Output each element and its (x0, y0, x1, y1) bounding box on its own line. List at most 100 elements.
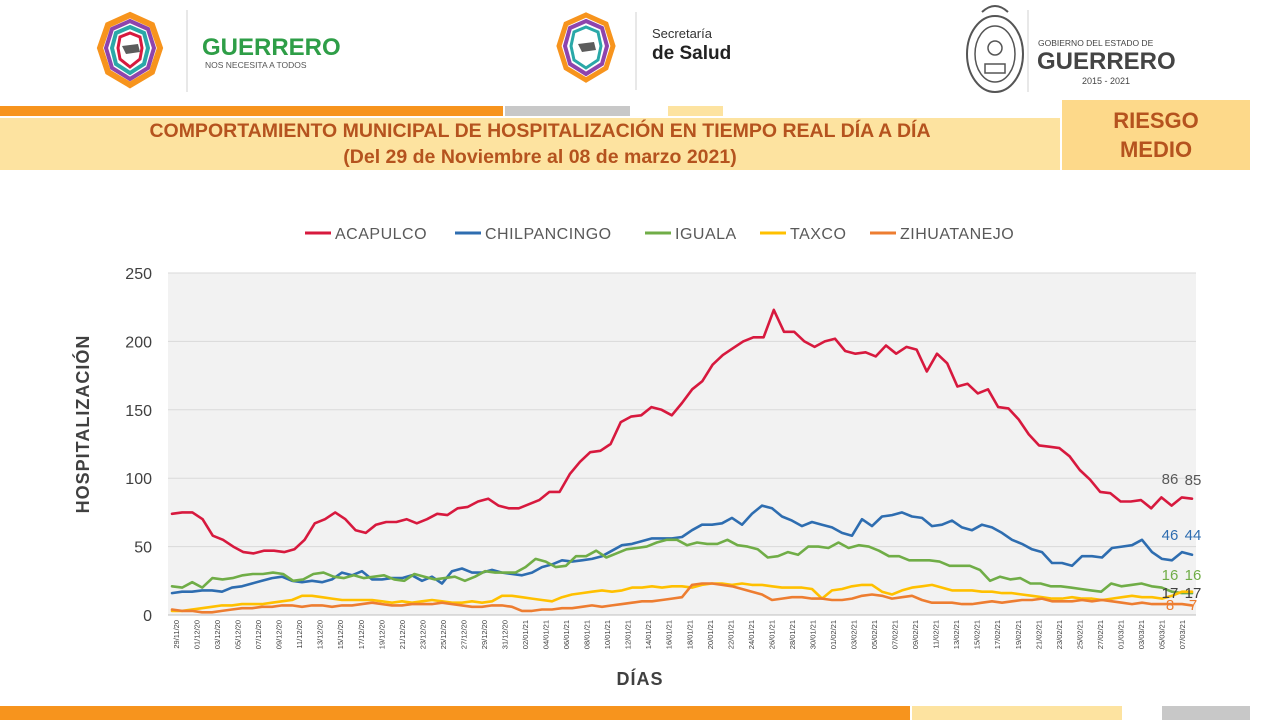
end-value-label: 17 (1185, 585, 1202, 602)
x-tick-label: 07/03/21 (1178, 620, 1187, 649)
x-tick-label: 11/02/21 (932, 620, 941, 649)
guerrero-logo: GUERRERO NOS NECESITA A TODOS (96, 10, 341, 92)
chart-grid (168, 272, 1196, 616)
x-tick-label: 14/01/21 (644, 620, 653, 649)
x-tick-label: 23/02/21 (1055, 620, 1064, 649)
x-tick-label: 13/02/21 (952, 620, 961, 649)
y-axis-ticks: 0 50 100 150 200 250 (125, 266, 152, 625)
x-tick-label: 05/02/21 (870, 620, 879, 649)
x-tick-label: 08/01/21 (583, 620, 592, 649)
gobierno-guerrero-logo: GOBIERNO DEL ESTADO DE GUERRERO 2015 - 2… (966, 5, 1176, 93)
x-tick-label: 05/03/21 (1157, 620, 1166, 649)
legend-label: ZIHUATANEJO (900, 226, 1014, 243)
top-yellow-bar (668, 106, 723, 116)
x-tick-label: 09/12/20 (275, 620, 284, 649)
y-tick-label: 50 (134, 540, 152, 557)
y-tick-label: 250 (125, 266, 152, 283)
x-tick-label: 01/02/21 (829, 620, 838, 649)
guerrero-logo-title: GUERRERO (202, 34, 341, 61)
x-tick-label: 07/02/21 (891, 620, 900, 649)
end-value-label: 8 (1166, 597, 1174, 614)
salud-logo-line1: Secretaría (652, 26, 713, 41)
top-orange-bar (0, 106, 503, 116)
top-gray-bar (505, 106, 630, 116)
x-tick-label: 24/01/21 (747, 620, 756, 649)
bottom-orange-bar (0, 706, 910, 720)
bottom-gray-bar (1162, 706, 1250, 720)
end-value-label: 46 (1162, 527, 1179, 544)
page-title: COMPORTAMIENTO MUNICIPAL DE HOSPITALIZAC… (149, 120, 931, 142)
x-tick-label: 03/12/20 (213, 620, 222, 649)
x-tick-label: 31/12/20 (500, 620, 509, 649)
x-tick-label: 01/03/21 (1116, 620, 1125, 649)
x-tick-label: 01/12/20 (193, 620, 202, 649)
x-tick-label: 04/01/21 (542, 620, 551, 649)
series-line-zihuatanejo (170, 582, 1194, 614)
x-tick-label: 29/11/20 (172, 620, 181, 649)
x-tick-label: 15/02/21 (973, 620, 982, 649)
chart-series (170, 308, 1194, 614)
x-tick-label: 21/02/21 (1034, 620, 1043, 649)
y-tick-label: 100 (125, 471, 152, 488)
x-tick-label: 27/12/20 (459, 620, 468, 649)
series-line-acapulco (170, 308, 1194, 555)
end-value-label: 16 (1162, 567, 1179, 584)
x-tick-label: 21/12/20 (398, 620, 407, 649)
x-tick-label: 19/12/20 (377, 620, 386, 649)
x-tick-label: 13/12/20 (316, 620, 325, 649)
x-tick-label: 10/01/21 (603, 620, 612, 649)
chart-legend: ACAPULCO CHILPANCINGO IGUALA TAXCO ZIHUATANE… (305, 226, 1014, 243)
x-axis-title: DÍAS (616, 668, 663, 689)
x-tick-label: 22/01/21 (726, 620, 735, 649)
salud-logo-line2: de Salud (652, 43, 731, 64)
gobierno-line2: GUERRERO (1037, 48, 1176, 75)
x-tick-label: 26/01/21 (767, 620, 776, 649)
x-tick-label: 15/12/20 (336, 620, 345, 649)
x-tick-label: 03/03/21 (1137, 620, 1146, 649)
risk-label-line1: RIESGO (1113, 108, 1199, 133)
y-tick-label: 0 (143, 608, 152, 625)
x-tick-label: 27/02/21 (1096, 620, 1105, 649)
x-tick-label: 25/12/20 (439, 620, 448, 649)
y-tick-label: 150 (125, 403, 152, 420)
legend-label: CHILPANCINGO (485, 226, 612, 243)
guerrero-logo-subtitle: NOS NECESITA A TODOS (205, 60, 307, 70)
x-tick-label: 11/12/20 (295, 620, 304, 649)
legend-label: TAXCO (790, 226, 846, 243)
x-tick-label: 03/02/21 (850, 620, 859, 649)
x-tick-label: 05/12/20 (234, 620, 243, 649)
x-tick-label: 19/02/21 (1014, 620, 1023, 649)
x-tick-label: 12/01/21 (624, 620, 633, 649)
y-tick-label: 200 (125, 334, 152, 351)
y-axis-title: HOSPITALIZACIÓN (72, 335, 93, 514)
hospitalization-chart: ACAPULCO CHILPANCINGO IGUALA TAXCO ZIHUATANE… (72, 226, 1202, 689)
risk-label-line2: MEDIO (1119, 137, 1193, 162)
x-tick-label: 25/02/21 (1075, 620, 1084, 649)
end-value-label: 85 (1185, 472, 1202, 489)
gobierno-line1: GOBIERNO DEL ESTADO DE (1038, 38, 1154, 48)
x-tick-label: 06/01/21 (562, 620, 571, 649)
x-tick-label: 17/02/21 (993, 620, 1002, 649)
salud-emblem-icon (556, 12, 616, 83)
x-tick-label: 02/01/21 (521, 620, 530, 649)
series-line-chilpancingo (170, 504, 1194, 595)
x-tick-label: 17/12/20 (357, 620, 366, 649)
x-tick-label: 18/01/21 (685, 620, 694, 649)
x-tick-label: 07/12/20 (254, 620, 263, 649)
x-tick-label: 20/01/21 (706, 620, 715, 649)
x-tick-label: 09/02/21 (911, 620, 920, 649)
state-seal-icon (966, 5, 1024, 93)
guerrero-emblem-icon (96, 11, 164, 89)
gobierno-line3: 2015 - 2021 (1082, 76, 1130, 86)
risk-badge: RIESGO MEDIO (1062, 100, 1250, 170)
series-line-iguala (170, 538, 1194, 595)
secretaria-salud-logo: Secretaría de Salud (556, 12, 731, 90)
bottom-yellow-bar (912, 706, 1122, 720)
x-tick-label: 23/12/20 (418, 620, 427, 649)
end-value-label: 44 (1185, 527, 1202, 544)
x-axis-ticks: 29/11/20 01/12/20 03/12/20 05/12/20 07/12/20… (172, 620, 1187, 649)
end-value-label: 7 (1189, 597, 1197, 614)
x-tick-label: 28/01/21 (788, 620, 797, 649)
page-subtitle: (Del 29 de Noviembre al 08 de marzo 2021… (343, 146, 737, 168)
